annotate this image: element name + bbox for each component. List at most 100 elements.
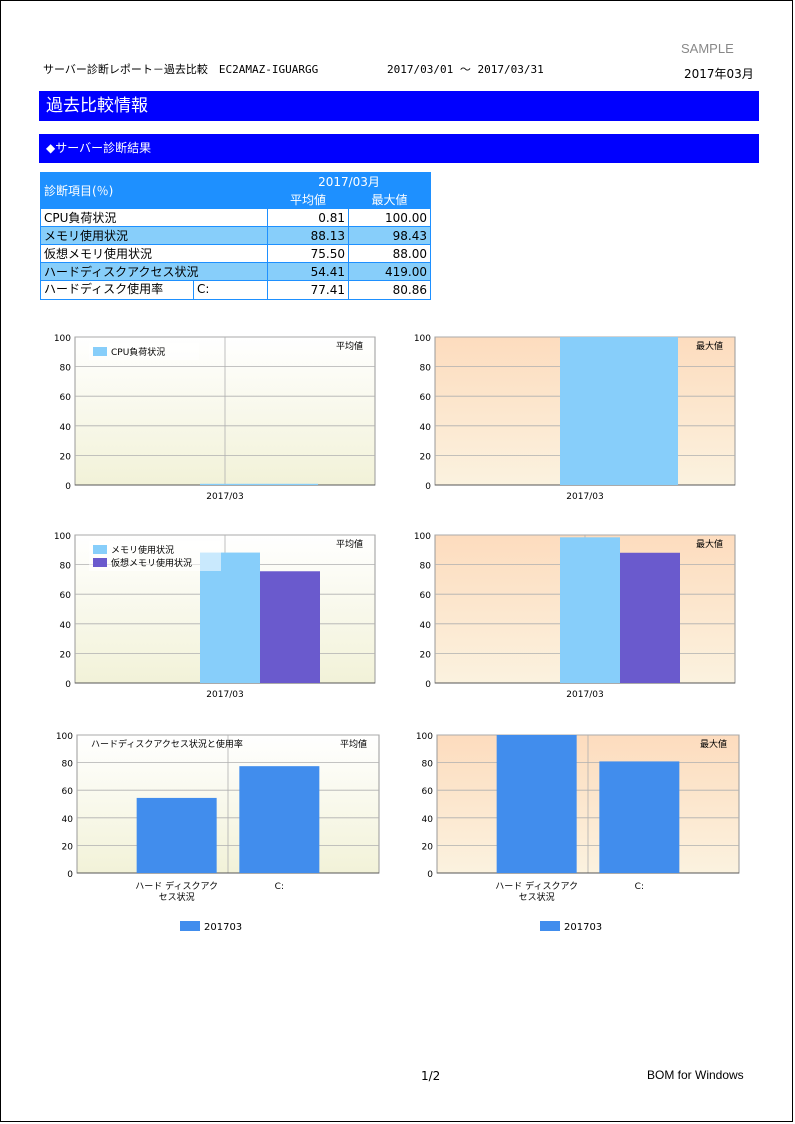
x-tick-label: ハード ディスクアク (495, 880, 578, 892)
bar (560, 337, 678, 485)
bar (599, 761, 680, 873)
row-label: CPU負荷状況 (40, 208, 268, 227)
y-tick-label: 20 (60, 650, 72, 660)
y-tick-label: 80 (60, 364, 72, 374)
disk-avg-chart: 0 20 40 60 80 100 ハード ディスクアクセス状況 C: 平均値 ハードディスクアク… (56, 732, 380, 933)
y-tick-label: 0 (425, 680, 431, 690)
summary-table: 診断項目(％) 2017/03月 平均値 最大値 CPU負荷状況 0.81 10… (40, 172, 431, 300)
x-tick-label: C: (275, 882, 284, 892)
table-row: CPU負荷状況 0.81 100.00 (40, 208, 431, 227)
cpu-avg-chart: 0 20 40 60 80 100 2017/03 平均値 CPU負荷状況 (54, 334, 376, 502)
x-tick-label: ハード ディスクアク (135, 880, 218, 892)
period-header: 2017/03月 (267, 172, 431, 191)
y-tick-label: 0 (425, 482, 431, 492)
corner-label: 平均値 (336, 340, 363, 352)
y-tick-label: 40 (62, 815, 74, 825)
row-max: 80.86 (348, 280, 431, 300)
y-tick-label: 20 (420, 650, 432, 660)
y-tick-label: 40 (60, 423, 72, 433)
legend-label: CPU負荷状況 (111, 346, 165, 358)
footer-brand: BOM for Windows (647, 1068, 744, 1082)
y-tick-label: 100 (56, 732, 73, 742)
y-tick-label: 40 (420, 621, 432, 631)
y-tick-label: 60 (422, 787, 434, 797)
row-avg: 0.81 (267, 208, 349, 227)
legend-label: 201703 (564, 922, 602, 933)
legend-swatch (540, 921, 560, 931)
avg-header: 平均値 (267, 190, 349, 209)
max-header: 最大値 (348, 190, 431, 209)
y-tick-label: 100 (414, 532, 431, 542)
legend-swatch (93, 545, 107, 554)
x-tick-label: 2017/03 (566, 492, 603, 502)
bar (200, 483, 318, 485)
y-tick-label: 100 (54, 334, 71, 344)
corner-label: 平均値 (336, 538, 363, 550)
bar (560, 537, 620, 683)
row-label-cell: ハードディスク使用率 C: (40, 280, 268, 300)
legend-swatch (93, 558, 107, 567)
bar (496, 735, 577, 873)
memory-max-chart: 0 20 40 60 80 100 2017/03 最大値 (414, 532, 736, 700)
report-month: 2017年03月 (684, 67, 754, 81)
legend-swatch (180, 921, 200, 931)
y-tick-label: 60 (420, 393, 432, 403)
y-tick-label: 0 (427, 870, 433, 880)
row-label: ハードディスクアクセス状況 (40, 262, 268, 281)
bar (239, 766, 320, 873)
corner-label: 最大値 (700, 738, 727, 750)
x-tick-label: セス状況 (159, 891, 195, 903)
x-tick-label: 2017/03 (206, 690, 243, 700)
y-tick-label: 100 (54, 532, 71, 542)
table-row: 仮想メモリ使用状況 75.50 88.00 (40, 244, 431, 263)
row-max: 100.00 (348, 208, 431, 227)
y-tick-label: 0 (65, 482, 71, 492)
row-avg: 77.41 (267, 280, 349, 300)
row-label: ハードディスク使用率 (41, 281, 194, 299)
corner-label: 平均値 (340, 738, 367, 750)
bar (136, 797, 217, 873)
legend-label: 仮想メモリ使用状況 (111, 557, 192, 569)
y-tick-label: 0 (65, 680, 71, 690)
y-tick-label: 40 (60, 621, 72, 631)
page-banner: 過去比較情報 (39, 91, 759, 121)
y-tick-label: 60 (62, 787, 74, 797)
bar (200, 552, 260, 683)
x-tick-label: 2017/03 (206, 492, 243, 502)
row-label: メモリ使用状況 (40, 226, 268, 245)
chart-title: ハードディスクアクセス状況と使用率 (91, 738, 243, 750)
legend-box (89, 343, 199, 360)
bar (260, 571, 320, 683)
row-label: 仮想メモリ使用状況 (40, 244, 268, 263)
y-tick-label: 20 (62, 842, 74, 852)
x-tick-label: セス状況 (519, 891, 555, 903)
corner-label: 最大値 (696, 538, 723, 550)
y-tick-label: 60 (420, 591, 432, 601)
legend-swatch (93, 347, 107, 356)
bar (620, 552, 680, 683)
y-tick-label: 80 (62, 760, 74, 770)
y-tick-label: 20 (60, 452, 72, 462)
y-tick-label: 20 (420, 452, 432, 462)
sample-watermark: SAMPLE (681, 41, 734, 56)
row-max: 98.43 (348, 226, 431, 245)
item-header: 診断項目(％) (40, 172, 268, 209)
disk-max-chart: 0 20 40 60 80 100 ハード ディスクアクセス状況 C: 最大値 201703 (416, 732, 740, 933)
y-tick-label: 60 (60, 393, 72, 403)
row-avg: 88.13 (267, 226, 349, 245)
y-tick-label: 80 (420, 562, 432, 572)
x-tick-label: 2017/03 (566, 690, 603, 700)
table-row: ハードディスク使用率 C: 77.41 80.86 (40, 280, 431, 300)
corner-label: 最大値 (696, 340, 723, 352)
row-avg: 75.50 (267, 244, 349, 263)
section-header: ◆サーバー診断結果 (39, 134, 759, 163)
row-max: 419.00 (348, 262, 431, 281)
legend-label: メモリ使用状況 (111, 544, 174, 556)
table-row: ハードディスクアクセス状況 54.41 419.00 (40, 262, 431, 281)
row-avg: 54.41 (267, 262, 349, 281)
row-max: 88.00 (348, 244, 431, 263)
y-tick-label: 60 (60, 591, 72, 601)
y-tick-label: 40 (420, 423, 432, 433)
